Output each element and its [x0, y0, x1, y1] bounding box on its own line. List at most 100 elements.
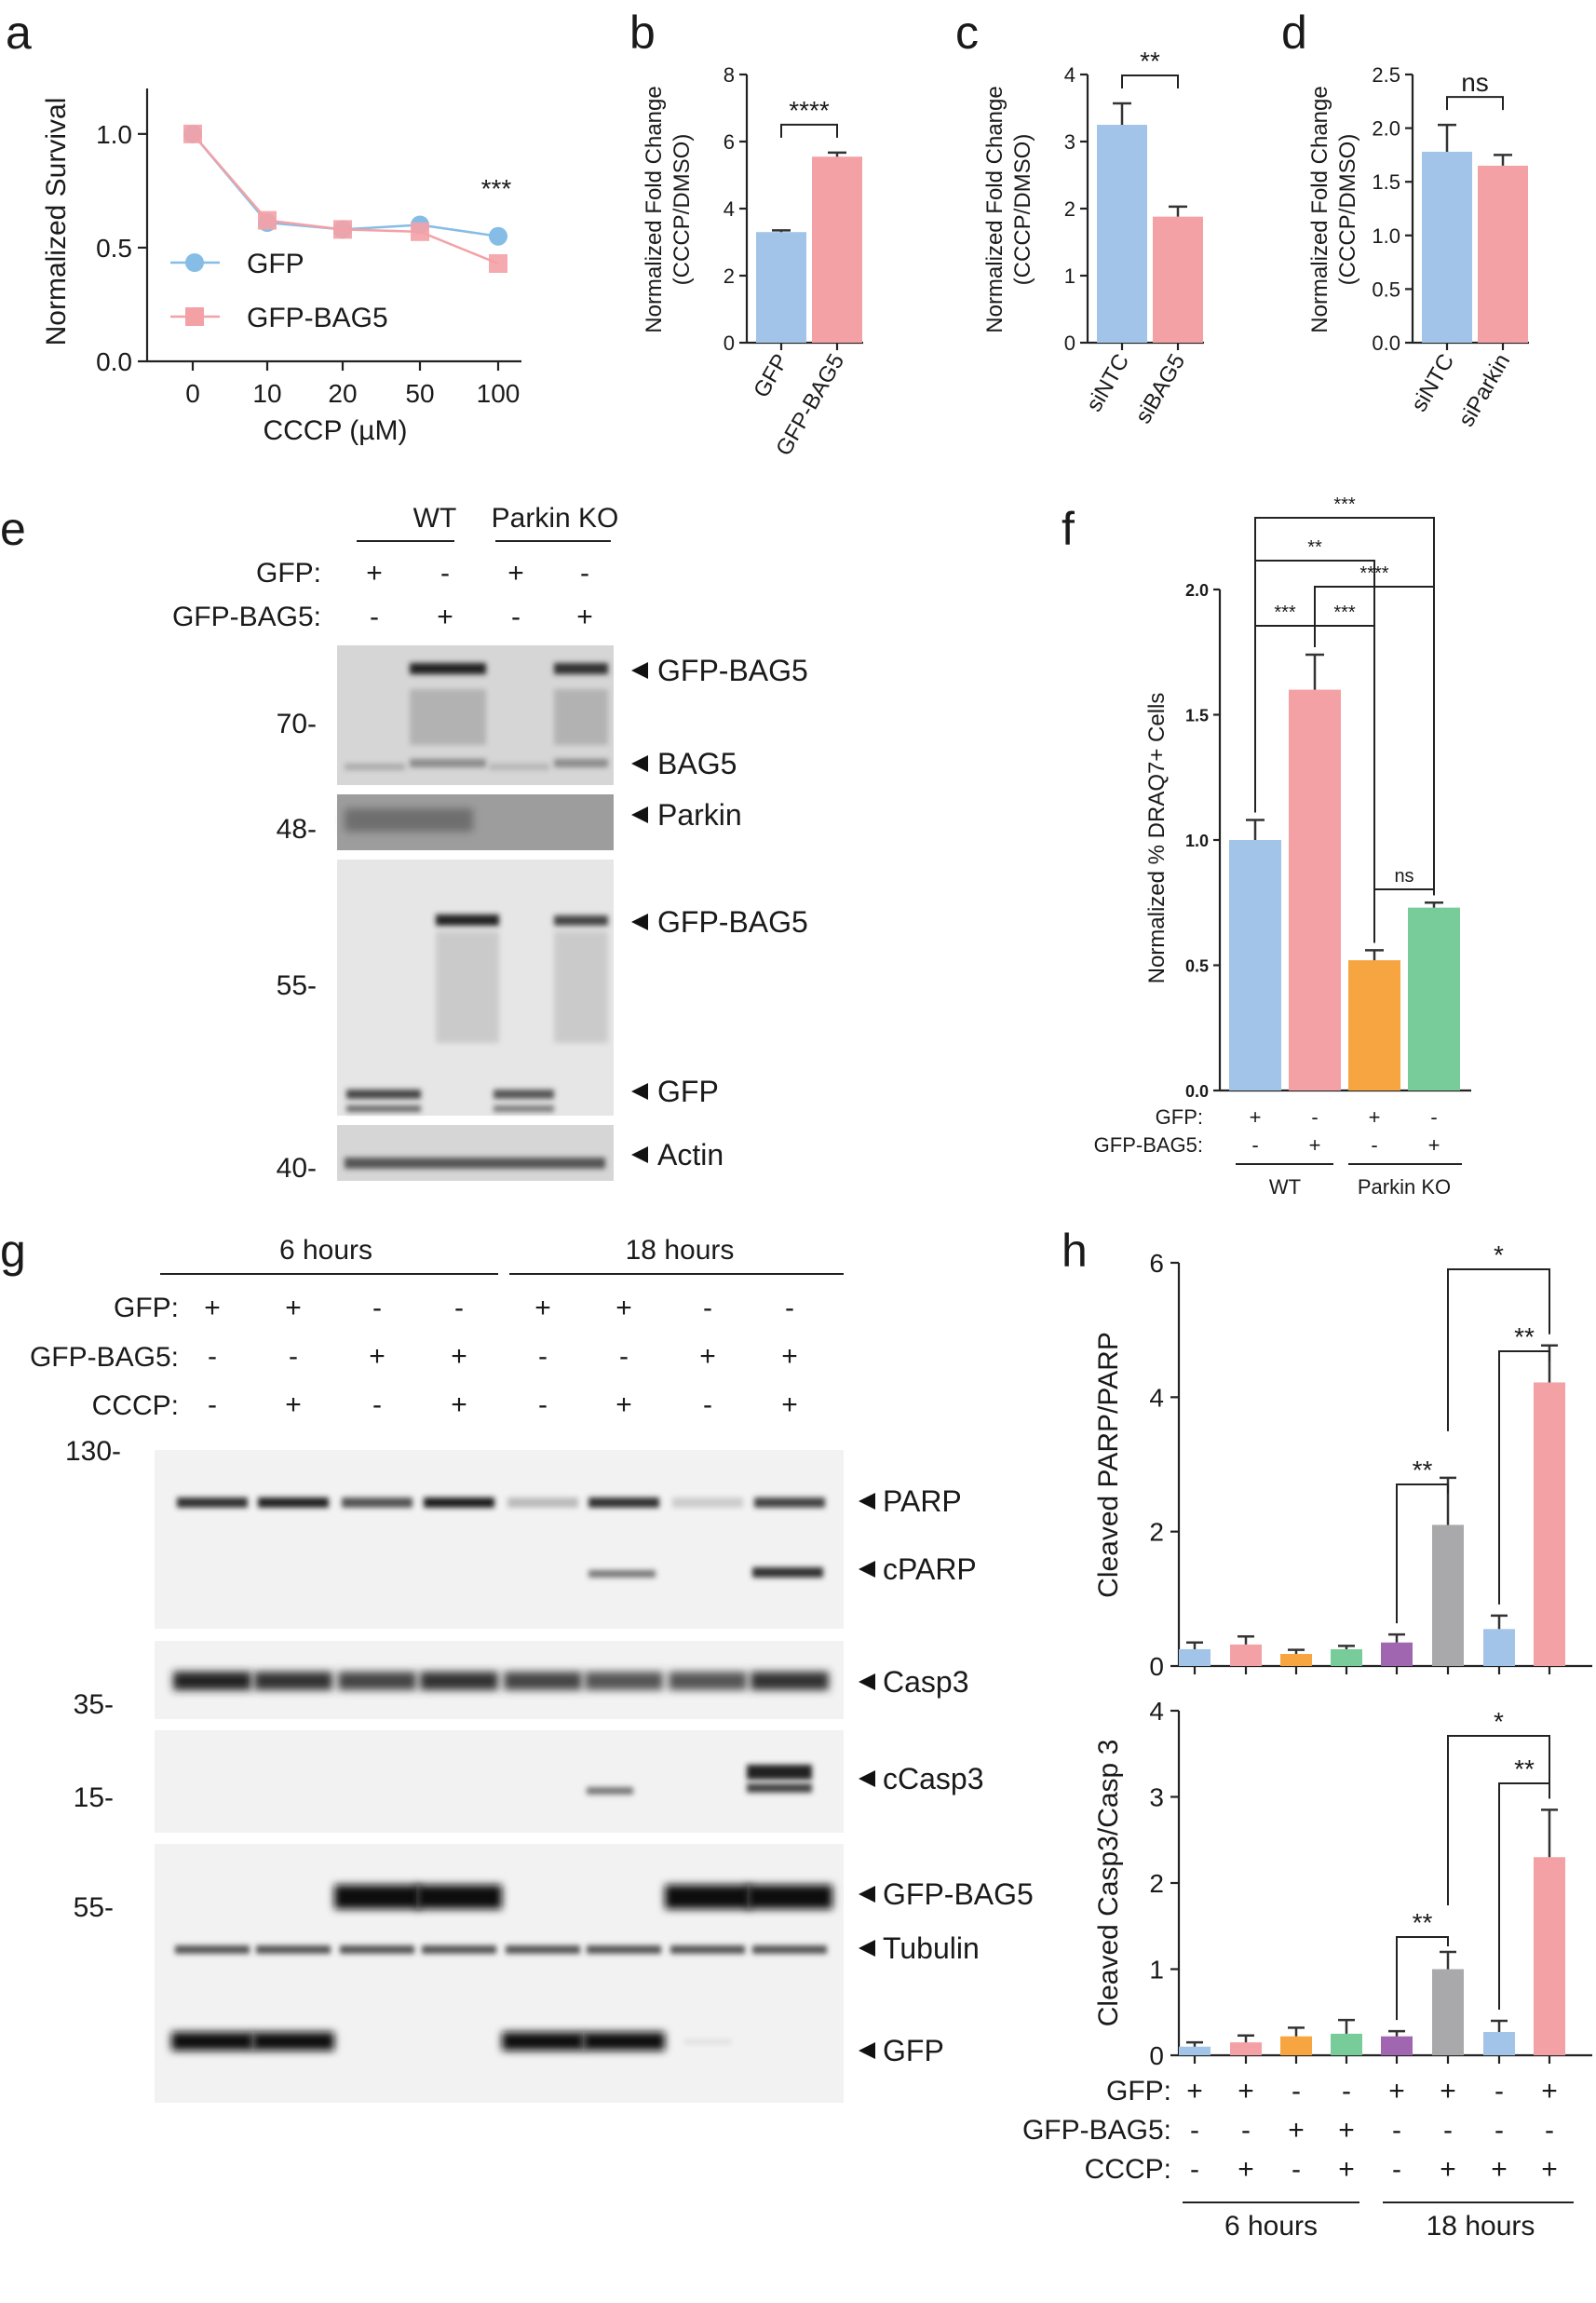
e-band-gfp-bag5-4 — [554, 915, 608, 926]
g-sign-0-0: + — [204, 1293, 221, 1323]
a-ytick-label-0: 0.0 — [96, 347, 132, 376]
f-sign-1-0: - — [1251, 1133, 1258, 1157]
f-significance-2: *** — [1274, 603, 1296, 623]
h-bot-error-1 — [1238, 2034, 1254, 2043]
h-bot-bar-0 — [1179, 2046, 1211, 2055]
h-sign-2-4: - — [1392, 2154, 1401, 2185]
a-significance: *** — [481, 174, 512, 203]
g-arrow-0 — [859, 1493, 875, 1510]
h-top-bar-3 — [1331, 1648, 1362, 1666]
e-blot-4 — [337, 1125, 614, 1181]
d-ytick-label-0: 0.0 — [1372, 332, 1400, 355]
e-band-label-0: GFP-BAG5 — [657, 654, 808, 687]
g-arrow-4 — [859, 1886, 875, 1903]
g-arrow-5 — [859, 1940, 875, 1957]
a-point-1-4 — [489, 254, 507, 274]
h-bot-error-5 — [1440, 1950, 1456, 1970]
e-mw-55: 55- — [277, 970, 317, 1001]
g-band-ccasp3-18h-bag5-cccp-b — [747, 1783, 812, 1793]
a-point-1-1 — [258, 210, 277, 230]
c-ytick-label-3: 3 — [1064, 130, 1075, 154]
g-arrow-1 — [859, 1561, 875, 1578]
h-top-bar-0 — [1179, 1648, 1211, 1666]
e-group-wt: WT — [413, 503, 457, 534]
f-sign-0-3: - — [1430, 1105, 1437, 1129]
h-sign-1-5: - — [1443, 2115, 1453, 2146]
a-legend-gfp-label: GFP — [247, 249, 304, 279]
d-bar-0 — [1422, 151, 1472, 343]
e-arrow-0 — [631, 662, 648, 679]
a-y-label: Normalized Survival — [41, 98, 72, 346]
c-xtick-label-1: siBAG5 — [1130, 350, 1190, 428]
d-significance: ns — [1461, 68, 1489, 97]
g-band-label-1: cPARP — [883, 1552, 977, 1586]
h-row-label-2: CCCP: — [1085, 2154, 1171, 2185]
h-row-label-0: GFP: — [1106, 2076, 1171, 2107]
e-band-actin — [345, 1158, 605, 1169]
h-bot-significance-2: * — [1494, 1707, 1504, 1736]
f-sig-bracket-0 — [1254, 517, 1435, 896]
b-ytick-label-4: 8 — [724, 63, 735, 87]
e-arrow-5 — [631, 1146, 648, 1163]
h-sign-0-5: + — [1440, 2076, 1456, 2107]
c-significance: ** — [1140, 47, 1160, 75]
g-sign-0-5: + — [615, 1293, 632, 1323]
h-bot-ytick-label-2: 2 — [1149, 1869, 1164, 1898]
d-sig-bracket — [1446, 96, 1504, 111]
h-top-error-6 — [1491, 1614, 1508, 1630]
e-arrow-2 — [631, 806, 648, 823]
h-bot-bar-4 — [1381, 2036, 1413, 2055]
b-ytick-label-0: 0 — [724, 332, 735, 355]
h-top-significance-2: * — [1494, 1240, 1504, 1269]
panel-letter-a: a — [6, 7, 32, 59]
h-bot-bar-6 — [1483, 2032, 1515, 2055]
g-sign-2-3: + — [451, 1389, 467, 1420]
d-bar-1 — [1478, 165, 1528, 343]
h-bot-error-4 — [1388, 2029, 1405, 2037]
f-sign-0-1: - — [1311, 1105, 1318, 1129]
e-arrow-4 — [631, 1083, 648, 1100]
h-group-label-0: 6 hours — [1224, 2211, 1318, 2242]
a-point-0-4 — [489, 226, 507, 246]
f-bar-2 — [1348, 960, 1400, 1091]
e-band-smear-3 — [436, 931, 499, 1043]
g-band-parp-3 — [424, 1497, 494, 1508]
f-sign-1-3: + — [1428, 1133, 1440, 1157]
f-significance-3: **** — [1359, 563, 1388, 584]
a-ytick-label-2: 1.0 — [96, 120, 132, 149]
h-top-ytick-label-3: 6 — [1149, 1249, 1164, 1278]
c-sig-bracket — [1121, 74, 1179, 88]
e-band-smear-2 — [554, 689, 608, 745]
h-bot-error-7 — [1541, 1809, 1558, 1858]
h-top-significance-1: ** — [1514, 1322, 1535, 1351]
h-top-bar-7 — [1534, 1382, 1565, 1666]
c-ytick-label-1: 1 — [1064, 264, 1075, 288]
e-band-gfp-2b — [494, 1105, 554, 1112]
h-top-bar-2 — [1280, 1654, 1312, 1666]
g-sign-2-2: - — [372, 1389, 382, 1420]
h-sign-1-0: - — [1190, 2115, 1199, 2146]
d-xtick-label-1: siParkin — [1454, 350, 1515, 431]
h-top-significance-0: ** — [1413, 1456, 1433, 1484]
e-group-parkin-ko: Parkin KO — [492, 503, 619, 534]
e-sign-1-3: + — [576, 602, 593, 632]
f-sig-bracket-3 — [1314, 586, 1435, 896]
g-band-parp-1 — [258, 1497, 329, 1508]
b-bar-0 — [756, 232, 806, 343]
b-y-label-line-0: Normalized Fold Change — [642, 86, 667, 332]
e-band-bag5-faint-2 — [489, 764, 549, 770]
g-band-casp3-3 — [420, 1672, 498, 1690]
e-band-bag5-1 — [410, 759, 486, 767]
e-band-label-5: Actin — [657, 1138, 724, 1172]
f-sig-bracket-4 — [1314, 625, 1375, 943]
g-sign-1-6: + — [699, 1341, 716, 1372]
panel-letter-f: f — [1062, 503, 1075, 555]
f-sign-1-2: - — [1371, 1133, 1377, 1157]
g-mw-15: 15- — [74, 1782, 114, 1813]
h-bot-bar-7 — [1534, 1857, 1565, 2055]
g-sign-0-4: + — [534, 1293, 551, 1323]
f-row-label-1: GFP-BAG5: — [1094, 1133, 1203, 1157]
g-band-parp-0 — [177, 1497, 248, 1508]
g-band-casp3-6 — [669, 1672, 747, 1690]
g-band-tubulin-1 — [256, 1945, 331, 1954]
